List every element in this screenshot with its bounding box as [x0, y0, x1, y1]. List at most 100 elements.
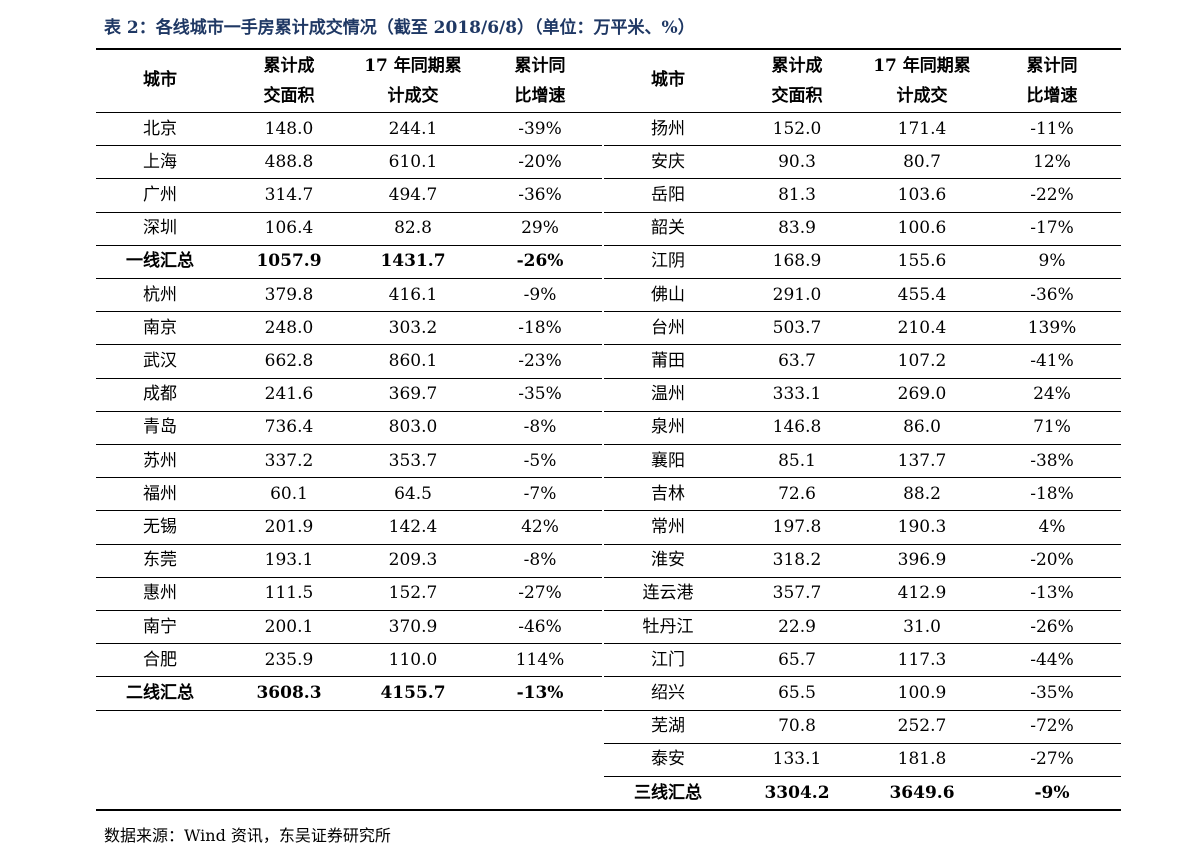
table-cell: 81.3	[778, 185, 816, 205]
table-cell: -9%	[1034, 782, 1070, 803]
table-cell: -35%	[518, 384, 562, 405]
table-cell: 197.8	[772, 517, 822, 537]
table-cell: -35%	[1030, 683, 1074, 703]
header-cell: 比增速	[1026, 86, 1078, 106]
table-cell: 333.1	[772, 384, 822, 405]
header-cell: 累计成	[263, 56, 315, 76]
table-cell: 379.8	[264, 284, 314, 305]
table-cell: 146.8	[772, 417, 822, 438]
table-cell: 22.9	[778, 616, 816, 637]
table-cell: 100.9	[897, 683, 947, 703]
rule	[96, 178, 602, 180]
table-cell: 青岛	[143, 417, 177, 438]
table-cell: -20%	[1030, 550, 1074, 571]
table-cell: 常州	[651, 517, 685, 537]
table-cell: 133.1	[772, 749, 822, 770]
table-cell: -44%	[1030, 649, 1074, 670]
table-cell: 吉林	[651, 483, 685, 504]
table-cell: -26%	[516, 251, 564, 272]
table-cell: -39%	[518, 118, 562, 139]
table-cell: 357.7	[772, 583, 822, 604]
header-cell: 计成交	[896, 86, 948, 106]
table-cell: 温州	[651, 384, 685, 405]
table-cell: 90.3	[778, 151, 816, 172]
table-cell: 杭州	[143, 284, 177, 305]
rule	[604, 211, 1121, 213]
table-cell: 60.1	[270, 483, 308, 504]
rule	[96, 377, 602, 379]
table-cell: 淮安	[651, 550, 685, 571]
header-cell: 累计同	[514, 56, 566, 76]
table-cell: 610.1	[388, 151, 438, 172]
rule	[604, 576, 1121, 578]
rule	[604, 444, 1121, 445]
table-cell: 83.9	[778, 218, 816, 239]
table-cell: 107.2	[897, 351, 947, 371]
table-cell: -36%	[518, 185, 562, 205]
header-cell: 17 年同期累	[873, 56, 971, 76]
rule	[604, 742, 1121, 744]
header-cell: 累计同	[1026, 56, 1078, 76]
rule	[96, 48, 1121, 50]
table-cell: 65.7	[778, 649, 816, 670]
rule	[604, 543, 1121, 545]
table-cell: 416.1	[388, 284, 438, 305]
table-cell: 63.7	[778, 351, 816, 371]
rule	[604, 477, 1121, 479]
rule	[96, 477, 602, 479]
table-cell: 152.7	[388, 583, 438, 604]
table-cell: 韶关	[651, 218, 685, 239]
source: 数据来源：Wind 资讯，东吴证券研究所	[104, 826, 391, 845]
table-cell: 上海	[143, 151, 177, 172]
table-cell: 72.6	[778, 483, 816, 504]
rule	[604, 776, 1121, 777]
rule	[96, 145, 602, 147]
rule	[604, 178, 1121, 180]
table-cell: 114%	[515, 649, 565, 670]
table-cell: 139%	[1027, 317, 1077, 338]
table-cell: -5%	[523, 450, 557, 471]
rule	[96, 211, 602, 213]
table-cell: 155.6	[897, 251, 947, 272]
table-cell: -41%	[1030, 351, 1074, 371]
table-cell: 扬州	[651, 118, 685, 139]
table-cell: 牡丹江	[642, 616, 694, 637]
table-cell: 佛山	[651, 284, 685, 305]
table-cell: -9%	[523, 284, 557, 305]
table-cell: -26%	[1030, 616, 1074, 637]
table-cell: -8%	[523, 417, 557, 438]
table-cell: -11%	[1030, 118, 1074, 139]
table-cell: 福州	[143, 483, 177, 504]
table-cell: 12%	[1033, 151, 1071, 172]
header-cell: 城市	[651, 70, 685, 90]
table-cell: 深圳	[143, 218, 177, 239]
table-cell: 台州	[651, 317, 685, 338]
table-cell: 3608.3	[256, 683, 322, 703]
table-cell: -18%	[1030, 483, 1074, 504]
header-cell: 交面积	[771, 86, 823, 106]
table-cell: -17%	[1030, 218, 1074, 239]
rule	[604, 244, 1121, 246]
table-cell: 210.4	[897, 317, 947, 338]
table-cell: 64.5	[394, 483, 432, 504]
table-cell: 一线汇总	[126, 251, 194, 272]
header-cell: 17 年同期累	[364, 56, 462, 76]
table-cell: 111.5	[264, 583, 314, 604]
table-cell: 29%	[521, 218, 559, 239]
table-cell: 252.7	[897, 716, 947, 737]
header-cell: 累计成	[771, 56, 823, 76]
table-cell: 3649.6	[889, 782, 955, 803]
table-cell: 110.0	[388, 649, 438, 670]
table-cell: 安庆	[651, 151, 685, 172]
rule	[604, 643, 1121, 645]
rule	[96, 809, 1121, 812]
table-cell: -13%	[516, 683, 564, 703]
table-cell: 惠州	[143, 583, 177, 604]
table-cell: 莆田	[651, 351, 685, 371]
table-cell: 152.0	[772, 118, 822, 139]
header-cell: 城市	[143, 70, 177, 90]
table-cell: 3304.2	[764, 782, 830, 803]
table-cell: 291.0	[772, 284, 822, 305]
table-cell: 193.1	[264, 550, 314, 571]
table-cell: 318.2	[772, 550, 822, 571]
